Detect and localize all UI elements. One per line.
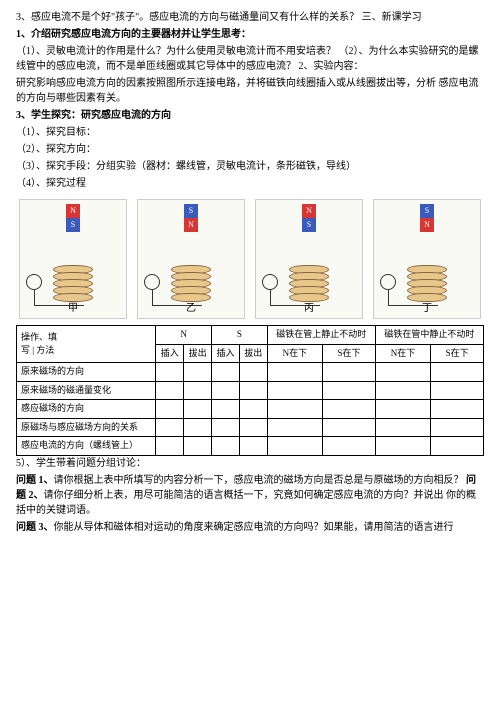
sub-3: （3）、探究手段：分组实验（器材：螺线管，灵敏电流计，条形磁铁，导线） [16, 159, 484, 174]
corner-1: 操作、填 [21, 332, 57, 342]
corner-cell: 操作、填 写 | 方法 [17, 326, 156, 363]
diagram-c: NS 丙 [255, 199, 363, 319]
sub-in: 插入 [212, 344, 240, 363]
diagram-label: 乙 [186, 301, 196, 316]
q1-label: 问题 1、 [16, 475, 54, 486]
col-n: N [156, 326, 212, 345]
question-1: 问题 1、请你根据上表中所填写的内容分析一下，感应电流的磁场方向是否总是与原磁场… [16, 473, 484, 518]
table-row: 原来磁场的磁通量变化 [17, 381, 484, 400]
heading-1: 1、介绍研究感应电流方向的主要器材并让学生思考： [16, 27, 484, 42]
row-label: 原来磁场的磁通量变化 [17, 381, 156, 400]
meter-icon [144, 274, 160, 290]
row-label: 原来磁场的方向 [17, 363, 156, 382]
q3-label: 问题 3、 [16, 522, 54, 533]
row-label: 感应磁场的方向 [17, 400, 156, 419]
col-in-still: 磁铁在管中静止不动时 [375, 326, 483, 345]
sub-2: （2）、探究方向： [16, 142, 484, 157]
meter-icon [26, 274, 42, 290]
meter-icon [380, 274, 396, 290]
magnet-icon: SN [184, 204, 198, 232]
table-row: 操作、填 写 | 方法 N S 磁铁在管上静止不动时 磁铁在管中静止不动时 [17, 326, 484, 345]
diagram-d: SN 丁 [373, 199, 481, 319]
sub-4: （4）、探究过程 [16, 176, 484, 191]
sub-out: 拔出 [239, 344, 267, 363]
sub-sbot: S在下 [323, 344, 376, 363]
diagram-row: NS 甲 SN 乙 NS 丙 SN 丁 [16, 199, 484, 319]
diagram-a: NS 甲 [19, 199, 127, 319]
corner-2: 写 | 方法 [21, 345, 54, 355]
q3-text: 你能从导体和磁体相对运动的角度来确定感应电流的方向吗？如果能，请用简洁的语言进行 [54, 522, 454, 533]
data-table: 操作、填 写 | 方法 N S 磁铁在管上静止不动时 磁铁在管中静止不动时 插入… [16, 325, 484, 456]
diagram-b: SN 乙 [137, 199, 245, 319]
table-row: 原磁场与感应磁场方向的关系 [17, 418, 484, 437]
q1-text: 请你根据上表中所填写的内容分析一下，感应电流的磁场方向是否总是与原磁场的方向相反… [54, 475, 464, 486]
magnet-icon: NS [302, 204, 316, 232]
magnet-icon: SN [420, 204, 434, 232]
meter-icon [262, 274, 278, 290]
wire [388, 290, 389, 306]
coil-icon [407, 267, 447, 302]
diagram-label: 丙 [304, 301, 314, 316]
intro-line: 3、感应电流不是个好"孩子"。感应电流的方向与磁通量间又有什么样的关系？ 三、新… [16, 10, 484, 25]
q2-text: 请你仔细分析上表，用尽可能简洁的语言概括一下，究竟如何确定感应电流的方向？并说出… [16, 490, 476, 516]
diagram-label: 丁 [422, 301, 432, 316]
row-label: 原磁场与感应磁场方向的关系 [17, 418, 156, 437]
coil-icon [171, 267, 211, 302]
sub-nbot: N在下 [267, 344, 322, 363]
sub-in: 插入 [156, 344, 184, 363]
heading-3: 3、学生探究：研究感应电流的方向 [16, 108, 484, 123]
sub-1: （1）、探究目标： [16, 125, 484, 140]
wire [152, 290, 153, 306]
coil-icon [53, 267, 93, 302]
para-1: （1）、灵敏电流计的作用是什么？为什么使用灵敏电流计而不用安培表？ （2）、为什… [16, 44, 484, 74]
diagram-label: 甲 [68, 301, 78, 316]
sub-5: 5）、学生带着问题分组讨论： [16, 456, 484, 471]
table-row: 感应电流的方向（螺线管上） [17, 437, 484, 456]
col-s: S [212, 326, 268, 345]
para-2: 研究影响感应电流方向的因素按照图所示连接电路，并将磁铁向线圈插入或从线圈拔出等，… [16, 76, 484, 106]
question-3: 问题 3、你能从导体和磁体相对运动的角度来确定感应电流的方向吗？如果能，请用简洁… [16, 520, 484, 535]
table-row: 原来磁场的方向 [17, 363, 484, 382]
sub-nbot: N在下 [375, 344, 430, 363]
col-top-still: 磁铁在管上静止不动时 [267, 326, 375, 345]
row-label: 感应电流的方向（螺线管上） [17, 437, 156, 456]
magnet-icon: NS [66, 204, 80, 232]
wire [270, 290, 271, 306]
sub-sbot: S在下 [431, 344, 484, 363]
sub-out: 拔出 [184, 344, 212, 363]
wire [34, 290, 35, 306]
table-row: 感应磁场的方向 [17, 400, 484, 419]
coil-icon [289, 267, 329, 302]
